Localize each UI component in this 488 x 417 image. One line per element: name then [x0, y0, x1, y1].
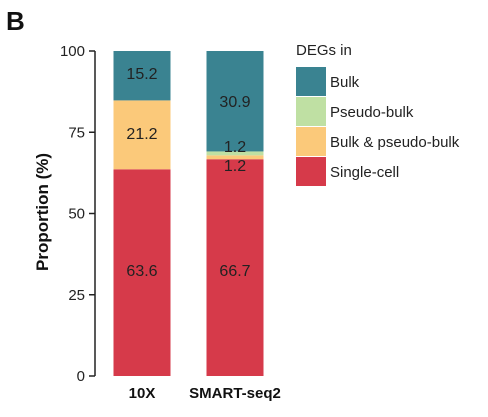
data-label: 66.7: [219, 263, 250, 280]
data-label: 1.2: [224, 158, 246, 175]
legend-swatch: [296, 127, 326, 156]
legend: DEGs in Bulk Pseudo-bulk Bulk & pseudo-bul…: [296, 42, 460, 186]
legend-title: DEGs in: [296, 42, 352, 59]
legend-label: Bulk & pseudo-bulk: [330, 134, 460, 151]
legend-label: Single-cell: [330, 164, 399, 181]
x-category-label: SMART-seq2: [189, 385, 281, 402]
y-tick-label: 0: [77, 368, 85, 385]
bars: [113, 51, 264, 376]
bar-labels: 63.6 21.2 15.2 66.7 1.2 1.2 30.9: [126, 66, 250, 280]
legend-swatch: [296, 97, 326, 126]
data-label: 21.2: [126, 126, 157, 143]
y-tick-label: 75: [68, 124, 85, 141]
legend-swatch: [296, 157, 326, 186]
bar-segment: [113, 100, 171, 170]
y-tick-label: 25: [68, 287, 85, 304]
data-label: 15.2: [126, 66, 157, 83]
bar-segment: [113, 51, 171, 101]
bar-segment: [206, 51, 264, 152]
legend-label: Bulk: [330, 74, 360, 91]
bar-segment: [113, 169, 171, 376]
y-tick-label: 50: [68, 206, 85, 223]
data-label: 63.6: [126, 263, 157, 280]
data-label: 1.2: [224, 139, 246, 156]
bar-segment: [206, 151, 264, 156]
legend-label: Pseudo-bulk: [330, 104, 414, 121]
x-category-label: 10X: [129, 385, 156, 402]
bar-segment: [206, 155, 264, 160]
panel-letter: B: [6, 6, 25, 36]
axes: 0 25 50 75 100 10X SMART-seq2: [60, 43, 281, 402]
legend-swatch: [296, 67, 326, 96]
data-label: 30.9: [219, 94, 250, 111]
y-axis-title: Proportion (%): [33, 153, 52, 271]
bar-segment: [206, 159, 264, 376]
y-tick-label: 100: [60, 43, 85, 60]
